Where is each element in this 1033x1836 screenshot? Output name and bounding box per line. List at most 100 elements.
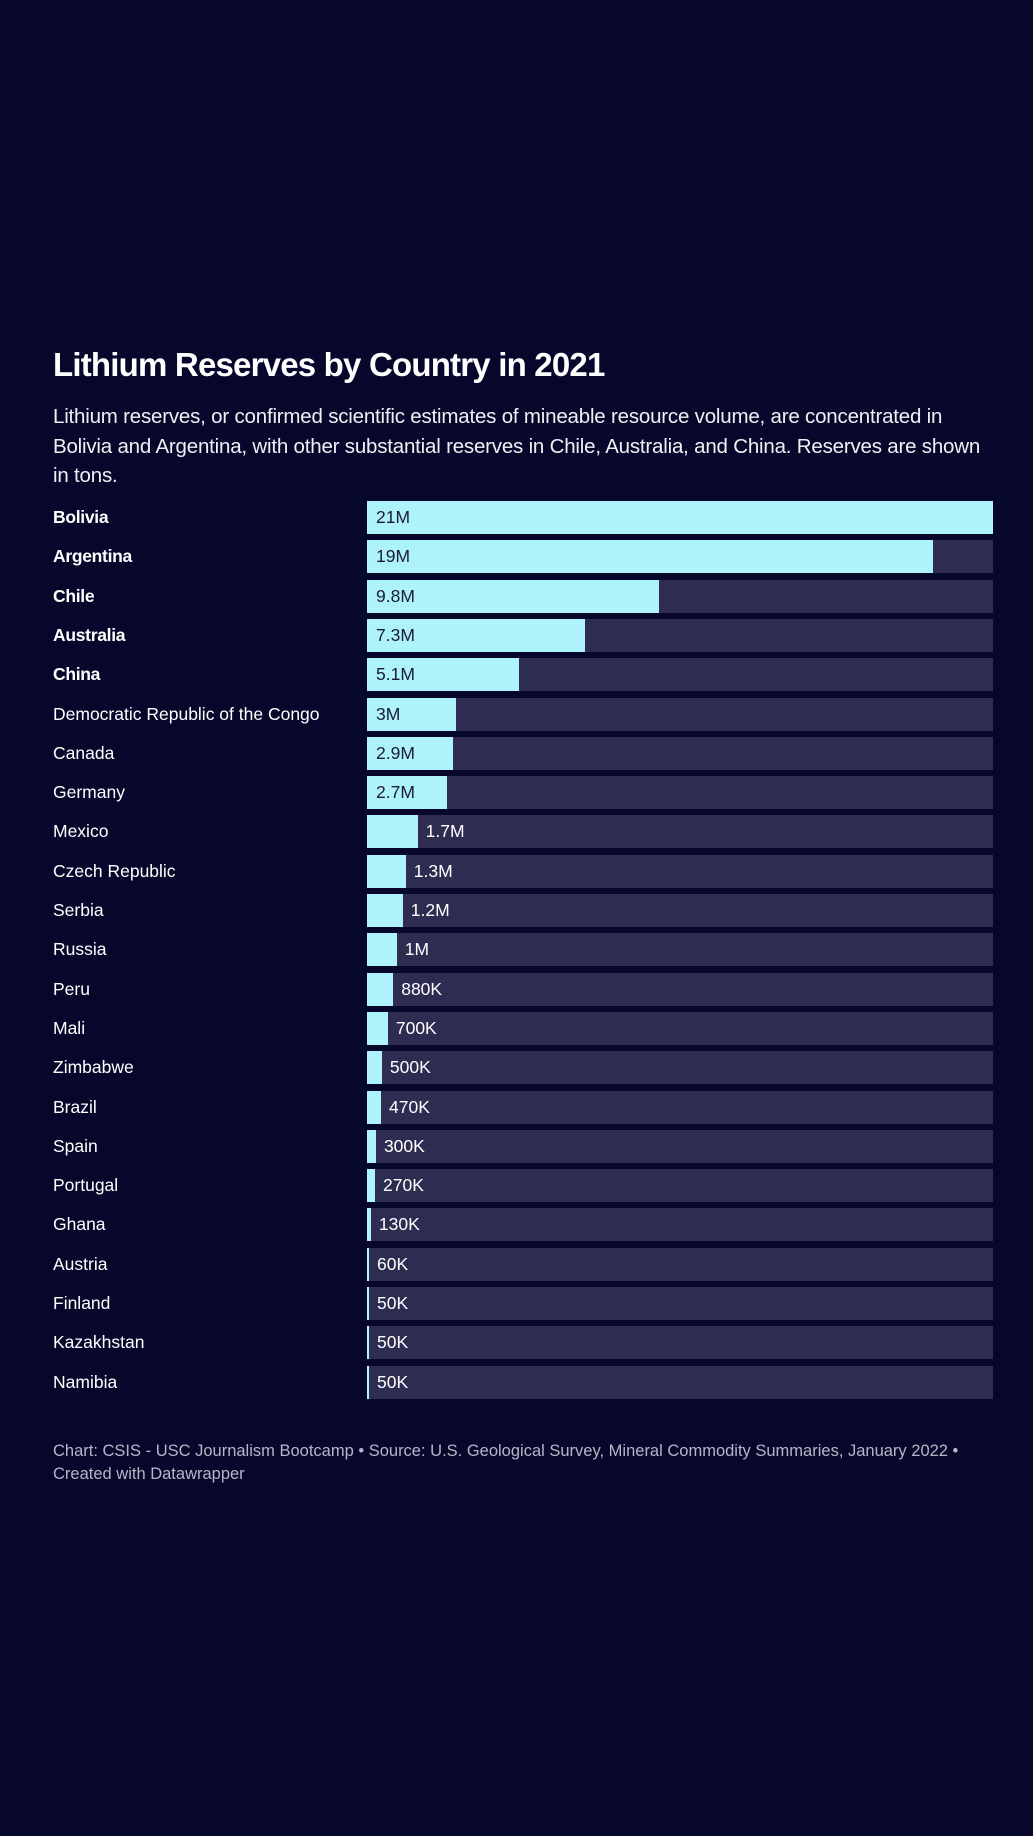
bar [367,815,418,849]
bar [367,776,448,810]
value-label: 19M [376,546,411,567]
value-label: 500K [389,1057,431,1078]
bar-row: Mali 700K [53,1011,993,1045]
chart-subtitle: Lithium reserves, or confirmed scientifi… [53,405,981,487]
value-label: 21M [376,507,411,527]
bar [367,501,993,534]
bar [367,1051,382,1085]
bar [367,1208,371,1242]
value-label: 50K [377,1332,409,1353]
value-label: 300K [383,1135,425,1156]
bar [367,1365,369,1399]
chart-footer: Chart: CSIS - USC Journalism Bootcamp • … [53,1442,959,1483]
bar-track: 270K [367,1169,993,1203]
value-label: 470K [389,1096,430,1117]
category-label: Kazakhstan [53,1332,145,1353]
category-label: Australia [53,624,126,645]
bar-track: 2.9M [367,736,993,770]
value-label: 50K [377,1371,409,1392]
bar-track: 3M [367,697,993,731]
bar-row: Bolivia 21M [53,501,993,534]
category-label: Peru [53,978,90,999]
bar-row: Democratic Republic of the Congo 3M [53,697,993,731]
bar [367,1287,369,1320]
bar [367,1169,376,1203]
category-label: Canada [53,742,115,763]
bar-track: 1.7M [367,815,993,849]
category-label: Finland [53,1293,111,1313]
category-label: Bolivia [53,507,109,527]
bar-track: 1.3M [367,854,993,888]
value-label: 3M [376,703,401,724]
bar-row: Spain 300K [53,1129,993,1163]
bar-row: China 5.1M [53,658,993,692]
bar-track: 700K [367,1011,993,1045]
category-label: China [53,664,101,685]
category-label: Democratic Republic of the Congo [53,703,320,724]
category-label: Germany [53,782,125,803]
bar-row: Australia 7.3M [53,618,993,652]
value-label: 1M [404,939,430,960]
bar-row: Russia 1M [53,933,993,967]
bar [367,1129,376,1163]
bar-row: Chile 9.8M [53,579,993,613]
category-label: Serbia [53,900,104,920]
category-label: Mali [53,1017,86,1038]
bar-row: Serbia 1.2M [53,894,993,927]
value-label: 1.3M [413,860,453,881]
value-label: 7.3M [376,624,415,645]
bar-track: 5.1M [367,658,993,692]
bar [367,933,397,967]
category-label: Austria [53,1253,108,1274]
bar-track: 21M [367,501,993,534]
bar [367,972,394,1006]
category-label: Ghana [53,1214,106,1235]
bar [367,854,406,888]
category-label: Chile [53,585,95,606]
bar [367,540,934,574]
bar-track: 2.7M [367,776,993,810]
bar-track: 1.2M [367,894,993,927]
bar-track: 60K [367,1247,993,1281]
bar-track: 19M [367,540,993,574]
bar-row: Peru 880K [53,972,993,1006]
bar [367,1326,369,1360]
bar-row: Mexico 1.7M [53,815,993,849]
bar-track: 500K [367,1051,993,1085]
category-label: Portugal [53,1175,119,1196]
value-label: 9.8M [376,585,415,606]
bar-row: Finland 50K [53,1287,993,1320]
bar-row: Austria 60K [53,1247,993,1281]
bar-row: Argentina 19M [53,540,993,574]
category-label: Spain [53,1135,98,1156]
category-label: Brazil [53,1096,97,1117]
bar [367,1247,369,1281]
value-label: 5.1M [376,664,415,685]
value-label: 1.7M [425,821,465,842]
value-label: 1.2M [410,900,450,920]
bar-track: 300K [367,1129,993,1163]
bar-row: Portugal 270K [53,1169,993,1203]
category-label: Mexico [53,821,109,842]
value-label: 60K [377,1253,409,1274]
bar-track: 130K [367,1208,993,1242]
value-label: 130K [378,1214,420,1235]
category-label: Czech Republic [53,860,176,881]
bar-row: Namibia 50K [53,1365,993,1399]
bar-track: 50K [367,1287,993,1320]
bar-row: Brazil 470K [53,1090,993,1124]
chart-title: Lithium Reserves by Country in 2021 [53,346,605,383]
bar-row: Ghana 130K [53,1208,993,1242]
bar [367,1011,388,1045]
bar-track: 880K [367,972,993,1006]
category-label: Argentina [53,546,132,567]
bar [367,697,457,731]
bar-track: 9.8M [367,579,993,613]
bar-row: Canada 2.9M [53,736,993,770]
value-label: 880K [401,978,443,999]
bar-track: 50K [367,1326,993,1360]
category-label: Namibia [53,1371,118,1392]
bar [367,1090,381,1124]
category-label: Zimbabwe [53,1057,134,1078]
bar-row: Kazakhstan 50K [53,1326,993,1360]
